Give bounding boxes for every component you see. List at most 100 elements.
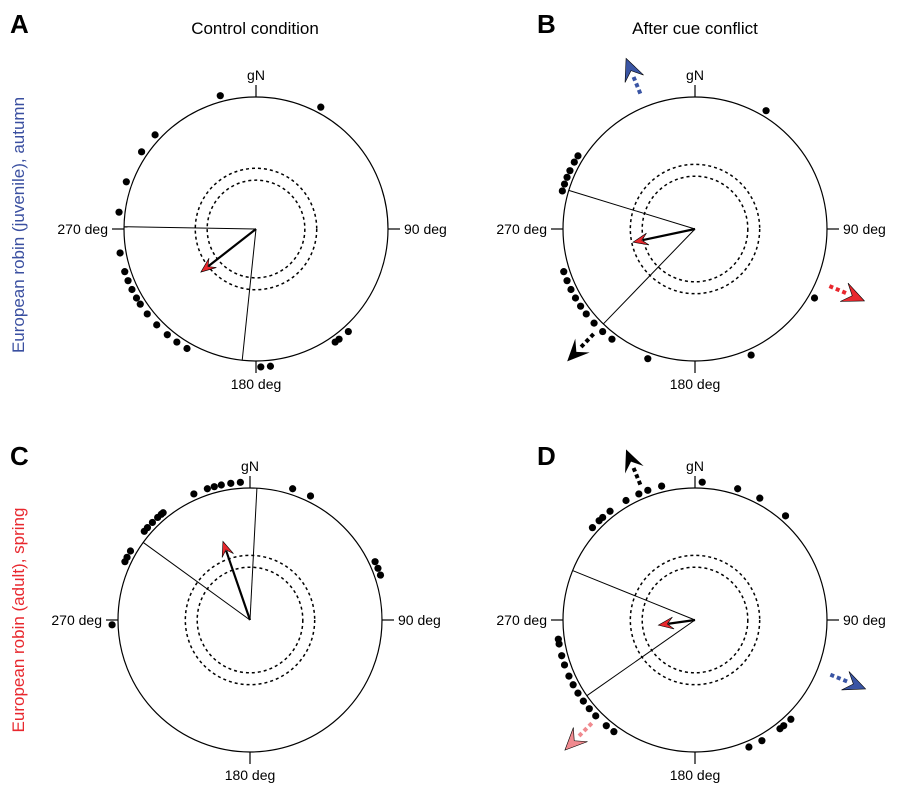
tick-label-south: 180 deg [231,376,282,392]
data-point [121,268,129,276]
data-point [608,335,616,343]
significance-circle-1 [196,566,304,674]
data-point [576,302,585,310]
data-point [776,725,784,733]
data-point [331,338,339,346]
data-point [128,285,136,294]
data-point [108,621,116,629]
data-point [126,547,135,555]
cue-arrow-head-3 [567,338,590,362]
confidence-line-2 [572,570,696,621]
data-point [560,180,569,188]
tick-label-south: 180 deg [670,376,721,392]
cue-arrow-shaft-2 [828,284,849,296]
data-point [132,294,141,302]
data-point [124,277,132,285]
panels: AgN 90 deg 180 deg 270 deg BgN 90 deg 180 deg 2… [10,9,886,783]
data-point [183,344,191,353]
tick-label-west: 270 deg [496,221,547,237]
cue-arrow-shaft-1 [630,74,643,95]
data-point [306,492,315,500]
data-point [371,558,379,566]
significance-circle-2 [629,163,761,295]
data-point [203,485,211,493]
tick-label-north: gN [686,458,704,474]
data-point [344,327,352,336]
significance-circle-1 [206,179,306,279]
data-point [574,689,582,697]
tick-label-west: 270 deg [57,221,108,237]
data-point [173,338,181,346]
data-point [781,512,790,520]
mean-vector-head [221,540,234,558]
significance-circle-2 [194,167,318,291]
tick-label-east: 90 deg [843,221,886,237]
data-point [762,107,770,115]
significance-circle-2 [629,554,761,686]
tick-label-east: 90 deg [404,221,447,237]
data-point [658,482,666,490]
data-point [644,355,652,363]
data-point [756,494,764,502]
cue-arrow-head-1 [624,57,644,83]
data-point [579,697,587,705]
tick-label-north: gN [247,67,265,83]
row-label-adult-spring: European robin (adult), spring [9,508,28,733]
data-point [560,661,569,669]
confidence-line-2 [249,488,258,621]
cue-arrow-shaft-3 [576,721,594,739]
column-title-cue-conflict: After cue conflict [632,19,758,38]
data-point [570,158,578,166]
row-label-juvenile-autumn: European robin (juvenile), autumn [9,97,28,353]
panel-letter-a: A [10,9,29,39]
tick-label-south: 180 deg [225,767,276,783]
data-point [236,478,244,486]
data-point [588,524,597,532]
confidence-line-2 [124,226,257,230]
data-point [599,327,607,336]
confidence-line-1 [602,228,696,325]
data-point [571,294,580,302]
data-point [563,173,571,181]
confidence-line-2 [568,189,696,230]
data-point [374,564,382,572]
data-point [554,635,562,643]
data-point [644,486,652,494]
panel-letter-c: C [10,441,29,471]
data-point [163,331,171,339]
cue-arrow-head-2 [841,671,867,691]
tick-label-north: gN [241,458,259,474]
mean-vector-shaft [208,228,257,267]
mean-vector-shaft [225,550,252,621]
data-point [734,485,742,493]
data-point [810,294,819,302]
panel-letter-b: B [537,9,556,39]
data-point [210,483,218,491]
cue-arrow-shaft-1 [630,465,643,486]
data-point [698,478,706,486]
data-point [115,208,123,216]
data-point [558,187,566,195]
data-point [136,300,144,308]
mean-vector-head [657,616,675,630]
data-point [563,277,571,285]
data-point [787,715,795,723]
data-point [592,712,600,720]
tick-label-south: 180 deg [670,767,721,783]
data-point [622,496,630,505]
data-point [599,513,607,522]
tick-label-east: 90 deg [843,612,886,628]
data-point [610,728,618,736]
mean-vector-head [200,257,217,273]
data-point [227,479,235,487]
data-point [585,705,593,713]
data-point [143,310,151,318]
cue-arrow-shaft-3 [578,332,596,350]
mean-vector-head [632,232,650,246]
cue-arrow-head-1 [625,449,644,474]
data-point [606,507,614,515]
panel-letter-d: D [537,441,556,471]
data-point [257,363,265,371]
mean-vector-shaft [668,618,696,625]
